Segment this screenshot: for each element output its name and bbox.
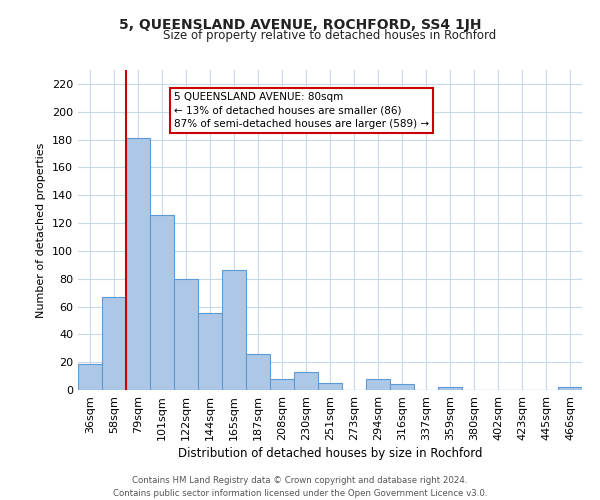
Bar bbox=[390, 384, 414, 390]
Bar bbox=[270, 379, 294, 390]
Bar bbox=[78, 364, 102, 390]
Bar bbox=[438, 387, 462, 390]
Bar bbox=[222, 270, 246, 390]
Bar bbox=[318, 383, 342, 390]
Bar bbox=[174, 278, 198, 390]
Title: Size of property relative to detached houses in Rochford: Size of property relative to detached ho… bbox=[163, 30, 497, 43]
Bar bbox=[102, 297, 126, 390]
Text: 5 QUEENSLAND AVENUE: 80sqm
← 13% of detached houses are smaller (86)
87% of semi: 5 QUEENSLAND AVENUE: 80sqm ← 13% of deta… bbox=[174, 92, 429, 129]
Bar bbox=[558, 387, 582, 390]
Bar bbox=[150, 214, 174, 390]
Bar bbox=[366, 379, 390, 390]
Bar bbox=[246, 354, 270, 390]
Bar bbox=[294, 372, 318, 390]
Text: Contains HM Land Registry data © Crown copyright and database right 2024.
Contai: Contains HM Land Registry data © Crown c… bbox=[113, 476, 487, 498]
Y-axis label: Number of detached properties: Number of detached properties bbox=[37, 142, 46, 318]
Text: 5, QUEENSLAND AVENUE, ROCHFORD, SS4 1JH: 5, QUEENSLAND AVENUE, ROCHFORD, SS4 1JH bbox=[119, 18, 481, 32]
Bar bbox=[126, 138, 150, 390]
X-axis label: Distribution of detached houses by size in Rochford: Distribution of detached houses by size … bbox=[178, 447, 482, 460]
Bar bbox=[198, 314, 222, 390]
